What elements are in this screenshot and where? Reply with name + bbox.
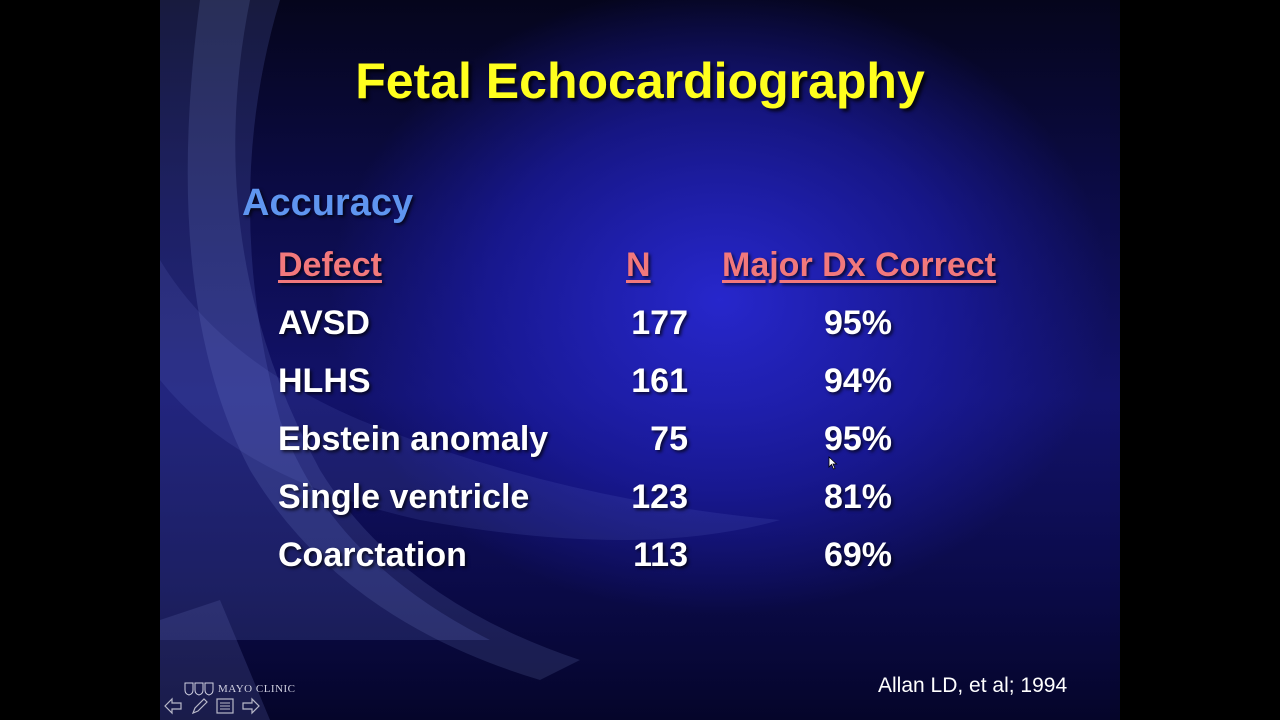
table-row: Coarctation 113 69% — [160, 536, 1120, 584]
previous-slide-button[interactable] — [162, 696, 184, 716]
pen-icon — [191, 698, 208, 715]
row-n: 177 — [631, 304, 688, 342]
mouse-cursor-icon — [828, 456, 838, 470]
row-correct: 81% — [823, 478, 892, 516]
row-defect: Coarctation — [278, 536, 467, 574]
citation: Allan LD, et al; 1994 — [878, 674, 1068, 697]
row-defect: Single ventricle — [278, 478, 530, 516]
slide-navigation-bar — [162, 696, 262, 716]
pen-button[interactable] — [188, 696, 210, 716]
slide-subtitle: Accuracy — [242, 182, 414, 224]
table-row: HLHS 161 94% — [160, 362, 1120, 410]
menu-button[interactable] — [214, 696, 236, 716]
row-n: 113 — [633, 536, 688, 574]
slide-title: Fetal Echocardiography — [355, 53, 925, 109]
row-n: 161 — [631, 362, 688, 400]
background-swoosh — [160, 0, 780, 720]
row-defect: AVSD — [278, 304, 370, 342]
row-n: 123 — [631, 478, 688, 516]
row-correct: 95% — [823, 420, 892, 458]
row-correct: 94% — [823, 362, 892, 400]
mayo-clinic-logo: MAYO CLINIC — [184, 682, 296, 696]
row-correct: 69% — [823, 536, 892, 574]
row-defect: Ebstein anomaly — [278, 420, 549, 458]
logo-text: MAYO CLINIC — [218, 683, 296, 695]
table-row: AVSD 177 95% — [160, 304, 1120, 352]
arrow-left-icon — [164, 697, 182, 715]
table-row: Single ventricle 123 81% — [160, 478, 1120, 526]
row-n: 75 — [650, 420, 688, 458]
next-slide-button[interactable] — [240, 696, 262, 716]
menu-icon — [216, 698, 234, 714]
slide: Fetal Echocardiography Accuracy Defect N… — [160, 0, 1120, 720]
row-correct: 95% — [823, 304, 892, 342]
row-defect: HLHS — [278, 362, 371, 400]
mayo-shields-icon — [184, 682, 214, 696]
table-header-row: Defect N Major Dx Correct — [160, 246, 1120, 294]
table-row: Ebstein anomaly 75 95% — [160, 420, 1120, 468]
header-n: N — [626, 246, 651, 284]
header-defect: Defect — [278, 246, 382, 284]
header-major-dx-correct: Major Dx Correct — [722, 246, 996, 284]
arrow-right-icon — [242, 697, 260, 715]
